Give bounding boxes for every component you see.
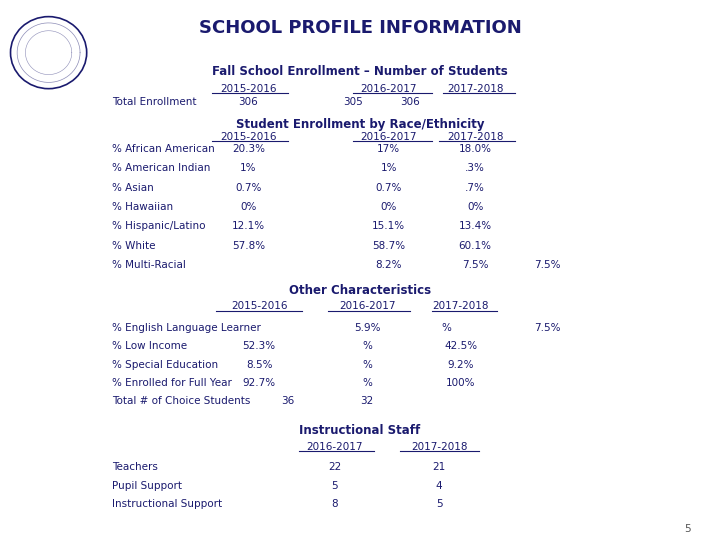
Text: 0.7%: 0.7% [376, 183, 402, 193]
Text: 8.5%: 8.5% [246, 360, 272, 370]
Text: .3%: .3% [465, 163, 485, 173]
Text: 0%: 0% [240, 202, 256, 212]
Text: % English Language Learner: % English Language Learner [112, 323, 261, 333]
Text: % American Indian: % American Indian [112, 163, 210, 173]
Text: 22: 22 [328, 462, 341, 472]
Text: 18.0%: 18.0% [459, 144, 492, 154]
Text: 15.1%: 15.1% [372, 221, 405, 232]
Text: % Hawaiian: % Hawaiian [112, 202, 173, 212]
Text: Instructional Support: Instructional Support [112, 499, 222, 509]
Text: 5: 5 [331, 481, 338, 491]
Text: 57.8%: 57.8% [232, 241, 265, 251]
Text: 2016-2017: 2016-2017 [361, 84, 417, 94]
Text: Total # of Choice Students: Total # of Choice Students [112, 396, 250, 407]
Text: % African American: % African American [112, 144, 215, 154]
Text: 7.5%: 7.5% [534, 323, 560, 333]
Text: 42.5%: 42.5% [444, 341, 477, 352]
Text: %: % [362, 360, 372, 370]
Text: 1%: 1% [381, 163, 397, 173]
Text: 17%: 17% [377, 144, 400, 154]
Text: 13.4%: 13.4% [459, 221, 492, 232]
Text: 9.2%: 9.2% [448, 360, 474, 370]
Text: 2015-2016: 2015-2016 [220, 132, 276, 142]
Text: 12.1%: 12.1% [232, 221, 265, 232]
Text: % Special Education: % Special Education [112, 360, 217, 370]
Text: 7.5%: 7.5% [534, 260, 560, 271]
Text: 2016-2017: 2016-2017 [339, 301, 395, 312]
Text: Pupil Support: Pupil Support [112, 481, 181, 491]
Text: 5: 5 [685, 524, 691, 534]
Text: 306: 306 [238, 97, 258, 107]
Text: Other Characteristics: Other Characteristics [289, 284, 431, 297]
Text: 2016-2017: 2016-2017 [361, 132, 417, 142]
Text: 2017-2018: 2017-2018 [411, 442, 467, 452]
Text: 52.3%: 52.3% [243, 341, 276, 352]
Text: 7.5%: 7.5% [462, 260, 488, 271]
Text: %: % [362, 378, 372, 388]
Text: Total Enrollment: Total Enrollment [112, 97, 196, 107]
Text: % Low Income: % Low Income [112, 341, 186, 352]
Text: 2015-2016: 2015-2016 [220, 84, 276, 94]
Text: 32: 32 [361, 396, 374, 407]
Text: 92.7%: 92.7% [243, 378, 276, 388]
Text: 0%: 0% [381, 202, 397, 212]
Text: 2017-2018: 2017-2018 [447, 132, 503, 142]
Text: 58.7%: 58.7% [372, 241, 405, 251]
Text: 2016-2017: 2016-2017 [307, 442, 363, 452]
Text: 21: 21 [433, 462, 446, 472]
Text: SCHOOL PROFILE INFORMATION: SCHOOL PROFILE INFORMATION [199, 19, 521, 37]
Text: 5: 5 [436, 499, 443, 509]
Text: Student Enrollment by Race/Ethnicity: Student Enrollment by Race/Ethnicity [235, 118, 485, 131]
Text: Teachers: Teachers [112, 462, 158, 472]
Text: 306: 306 [400, 97, 420, 107]
Text: Fall School Enrollment – Number of Students: Fall School Enrollment – Number of Stude… [212, 65, 508, 78]
Text: % Enrolled for Full Year: % Enrolled for Full Year [112, 378, 231, 388]
Text: 0%: 0% [467, 202, 483, 212]
Text: 5.9%: 5.9% [354, 323, 380, 333]
Text: %: % [362, 341, 372, 352]
Text: 2017-2018: 2017-2018 [447, 84, 503, 94]
Text: 8.2%: 8.2% [376, 260, 402, 271]
Text: % White: % White [112, 241, 155, 251]
Text: % Hispanic/Latino: % Hispanic/Latino [112, 221, 205, 232]
Text: 1%: 1% [240, 163, 256, 173]
Text: % Multi-Racial: % Multi-Racial [112, 260, 186, 271]
Text: 4: 4 [436, 481, 443, 491]
Text: 8: 8 [331, 499, 338, 509]
Text: 305: 305 [343, 97, 363, 107]
Text: Instructional Staff: Instructional Staff [300, 424, 420, 437]
Text: % Asian: % Asian [112, 183, 153, 193]
Text: 60.1%: 60.1% [459, 241, 492, 251]
Text: 20.3%: 20.3% [232, 144, 265, 154]
Text: %: % [441, 323, 451, 333]
Text: 0.7%: 0.7% [235, 183, 261, 193]
Text: 100%: 100% [446, 378, 475, 388]
Text: 2017-2018: 2017-2018 [433, 301, 489, 312]
Text: 2015-2016: 2015-2016 [231, 301, 287, 312]
Text: .7%: .7% [465, 183, 485, 193]
Text: 36: 36 [282, 396, 294, 407]
